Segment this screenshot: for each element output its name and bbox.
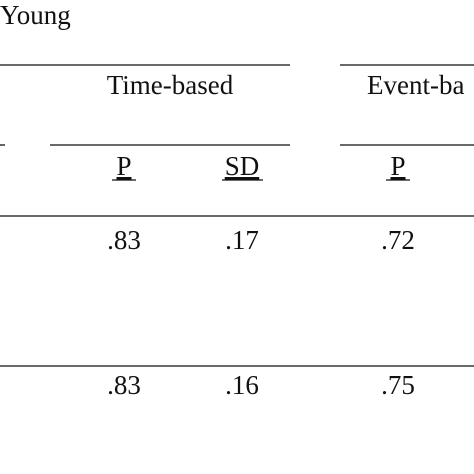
cell: .75	[381, 370, 415, 400]
group-header: Time-based	[107, 70, 234, 100]
table-title: Young	[0, 0, 71, 30]
cell: .17	[225, 225, 259, 255]
cell: .72	[381, 225, 415, 255]
column-header: P	[116, 151, 131, 181]
cell: .16	[225, 370, 259, 400]
column-header: P	[390, 151, 405, 181]
group-header: Event-ba	[367, 70, 464, 100]
cell: .83	[107, 370, 141, 400]
column-header: SD	[225, 151, 260, 181]
cell: .83	[107, 225, 141, 255]
